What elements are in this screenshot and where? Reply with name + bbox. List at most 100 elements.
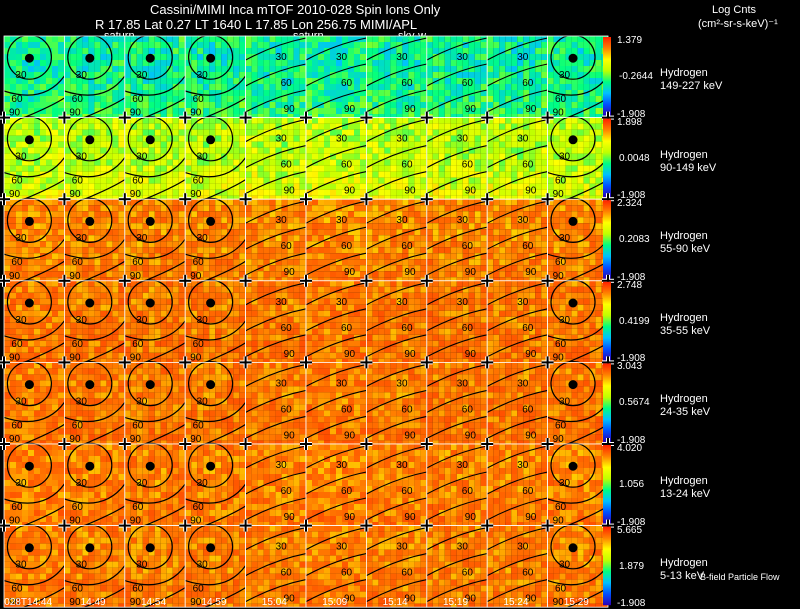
- contour-label: 30: [197, 233, 209, 244]
- row-energy: 24-35 keV: [660, 406, 711, 419]
- colorbar: [603, 200, 611, 279]
- contour-label: 90: [404, 349, 416, 360]
- image-panel: 30 60 90: [547, 361, 609, 445]
- row-energy: 90-149 keV: [660, 161, 717, 174]
- contour-label: 60: [11, 176, 23, 187]
- row-energy: 149-227 keV: [660, 80, 723, 92]
- contour-label: 90: [404, 186, 416, 197]
- contour-label: 30: [136, 396, 148, 407]
- contour-label: 90: [130, 189, 142, 200]
- contour-label: 60: [401, 160, 413, 171]
- image-panel: 30 60 90: [426, 198, 488, 282]
- contour-label: 30: [15, 560, 27, 571]
- contour-label: 60: [132, 176, 144, 187]
- contour-label: 90: [404, 104, 416, 115]
- colorbar-min-tick: -1.908: [617, 353, 646, 365]
- image-panel: 30 60 90: [64, 34, 126, 119]
- contour-label: 60: [401, 78, 413, 89]
- contour-label: 60: [193, 257, 205, 268]
- contour-label: 60: [555, 584, 567, 595]
- contour-label: 60: [11, 502, 23, 513]
- colorbar-max-tick: 2.748: [617, 279, 643, 291]
- contour-label: 60: [132, 420, 144, 431]
- colorbar-min-tick: -1.908: [617, 598, 646, 609]
- contour-label: 90: [69, 516, 81, 527]
- contour-label: 60: [341, 568, 353, 579]
- image-panel: 30 60 90: [486, 198, 549, 282]
- image-panel: 30 60 90: [245, 280, 307, 363]
- image-panel: 30 60 90: [245, 361, 307, 445]
- contour-label: 60: [462, 404, 474, 415]
- contour-label: 30: [76, 152, 88, 163]
- image-panel: 30 60 90: [305, 35, 367, 118]
- colorbar-max-tick: 3.043: [617, 361, 643, 373]
- contour-label: 30: [76, 396, 88, 407]
- image-panel: 30 60 90: [365, 35, 428, 118]
- contour-label: 90: [9, 352, 21, 363]
- contour-label: 60: [281, 160, 293, 171]
- image-panel: 30 60 90: [124, 197, 186, 282]
- image-panel: 30 60 90: [64, 197, 126, 282]
- contour-label: 30: [457, 378, 469, 389]
- colorbar-min-tick: -1.908: [617, 435, 646, 446]
- contour-label: 30: [457, 215, 469, 226]
- colorbar-max-tick: 2.324: [617, 198, 643, 210]
- image-panel: 30 60 90: [486, 117, 549, 200]
- contour-label: 60: [341, 160, 353, 171]
- position-info: R 17.85 Lat 0.27 LT 1640 L 17.85 Lon 256…: [95, 17, 418, 32]
- contour-label: 60: [522, 404, 534, 415]
- contour-label: 60: [401, 404, 413, 415]
- contour-label: 60: [522, 241, 534, 252]
- contour-label: 60: [555, 420, 567, 431]
- contour-label: 90: [525, 594, 537, 605]
- contour-label: 60: [401, 241, 413, 252]
- row-label: Hydrogen 13-24 keV: [660, 475, 710, 501]
- contour-label: 30: [396, 378, 408, 389]
- contour-label: 30: [559, 315, 571, 326]
- contour-label: 30: [136, 152, 148, 163]
- contour-label: 90: [190, 516, 202, 527]
- contour-label: 30: [336, 542, 348, 553]
- unit-subscript: (cm²-sr-s-keV)⁻¹: [698, 18, 778, 30]
- row-label: Hydrogen 149-227 keV: [660, 67, 722, 93]
- image-panel: 30 60 90: [486, 35, 549, 118]
- time-label: 15:09: [322, 597, 348, 608]
- time-label: 028T14:44: [4, 597, 53, 608]
- image-panel: 30 60 90: [64, 116, 126, 200]
- contour-label: 90: [284, 349, 296, 360]
- colorbar-mid-tick: 1.056: [619, 479, 645, 490]
- contour-label: 30: [197, 70, 209, 81]
- contour-label: 90: [130, 597, 142, 608]
- contour-label: 30: [276, 215, 288, 226]
- image-panel: 30 60 90: [3, 442, 65, 527]
- contour-label: 30: [136, 233, 148, 244]
- contour-label: 30: [517, 460, 529, 471]
- row-energy: 5-13 keV: [660, 569, 705, 582]
- contour-label: 90: [9, 434, 21, 445]
- colorbar: [603, 281, 611, 361]
- contour-label: 90: [69, 597, 81, 608]
- contour-label: 30: [457, 52, 469, 63]
- contour-label: 90: [553, 108, 565, 119]
- colorbar-max-tick: 1.379: [617, 35, 643, 46]
- contour-label: 60: [132, 584, 144, 595]
- contour-label: 90: [9, 597, 21, 608]
- contour-label: 90: [525, 267, 537, 278]
- time-label: 14:59: [201, 597, 227, 608]
- image-panel: 30 60 90: [184, 442, 247, 527]
- contour-label: 60: [341, 404, 353, 415]
- time-label: 14:54: [141, 597, 167, 608]
- contour-label: 30: [136, 560, 148, 571]
- contour-label: 60: [11, 420, 23, 431]
- image-panel: 30 60 90: [547, 197, 609, 282]
- contour-label: 30: [336, 52, 348, 63]
- contour-label: 90: [284, 186, 296, 197]
- colorbar-max-tick: 1.898: [617, 116, 643, 128]
- colorbar-max-tick: 5.665: [617, 524, 643, 536]
- image-panel: 30 60 90: [64, 524, 126, 608]
- contour-label: 30: [559, 396, 571, 407]
- contour-label: 30: [197, 478, 209, 489]
- row-energy: 35-55 keV: [660, 324, 711, 337]
- image-panel: 30 60 90: [184, 279, 247, 363]
- time-label: 15:29: [563, 597, 589, 608]
